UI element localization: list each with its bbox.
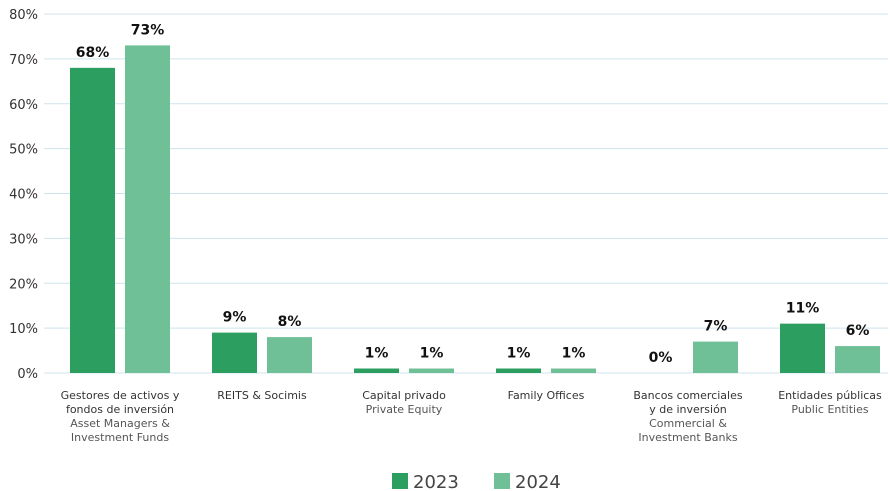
category-label-en: Investment Banks (638, 431, 737, 444)
category-label-en: Investment Funds (71, 431, 169, 444)
data-labels: 68% 73% 9% 8% 1% 1% 1% 1% 0% 7% 11% 6% (76, 22, 870, 366)
bar-2024-0 (125, 45, 170, 373)
legend-label-2024: 2024 (515, 472, 561, 491)
category-label-en: Private Equity (366, 403, 443, 416)
data-label-2023-4: 0% (649, 350, 673, 366)
bar-2024-5 (835, 346, 880, 373)
data-label-2023-2: 1% (365, 346, 389, 362)
category-label: Entidades públicas (778, 389, 882, 402)
data-label-2023-0: 68% (76, 45, 110, 61)
y-tick-label: 10% (9, 322, 38, 337)
legend-swatch-2024 (494, 473, 510, 489)
legend-swatch-2023 (392, 473, 408, 489)
y-tick-label: 0% (17, 367, 38, 382)
category-label: REITS & Socimis (217, 389, 307, 402)
category-label: y de inversión (649, 403, 727, 416)
category-label-en: Commercial & (649, 417, 727, 430)
y-tick-label: 20% (9, 277, 38, 292)
legend-label-2023: 2023 (413, 472, 459, 491)
bar-2023-3 (496, 368, 541, 373)
bar-2024-3 (551, 368, 596, 373)
category-label-en: Asset Managers & (70, 417, 170, 430)
category-label: Family Offices (508, 389, 585, 402)
data-label-2024-1: 8% (278, 314, 302, 330)
y-axis-tick-labels: 0% 10% 20% 30% 40% 50% 60% 70% 80% (9, 8, 38, 382)
bar-2023-1 (212, 332, 257, 373)
bar-2023-2 (354, 368, 399, 373)
y-tick-label: 50% (9, 143, 38, 158)
data-label-2023-3: 1% (507, 346, 531, 362)
data-label-2023-5: 11% (786, 301, 820, 317)
y-tick-label: 80% (9, 8, 38, 23)
bar-2024-1 (267, 337, 312, 373)
bar-2024-2 (409, 368, 454, 373)
y-tick-label: 30% (9, 232, 38, 247)
legend: 2023 2024 (392, 472, 561, 491)
grid-lines (44, 13, 888, 374)
bar-2023-5 (780, 323, 825, 373)
category-label-en: Public Entities (791, 403, 868, 416)
y-tick-label: 40% (9, 188, 38, 203)
category-label: Gestores de activos y (61, 389, 180, 402)
category-label: fondos de inversión (66, 403, 174, 416)
category-label: Capital privado (362, 389, 446, 402)
category-label: Bancos comerciales (633, 389, 742, 402)
data-label-2024-2: 1% (420, 346, 444, 362)
bar-2024-4 (693, 341, 738, 373)
y-tick-label: 60% (9, 98, 38, 113)
data-label-2024-0: 73% (131, 22, 165, 38)
y-tick-label: 70% (9, 53, 38, 68)
bar-2023-0 (70, 67, 115, 373)
data-label-2023-1: 9% (223, 310, 247, 326)
data-label-2024-5: 6% (846, 323, 870, 339)
bars (70, 45, 880, 373)
data-label-2024-4: 7% (704, 319, 728, 335)
data-label-2024-3: 1% (562, 346, 586, 362)
